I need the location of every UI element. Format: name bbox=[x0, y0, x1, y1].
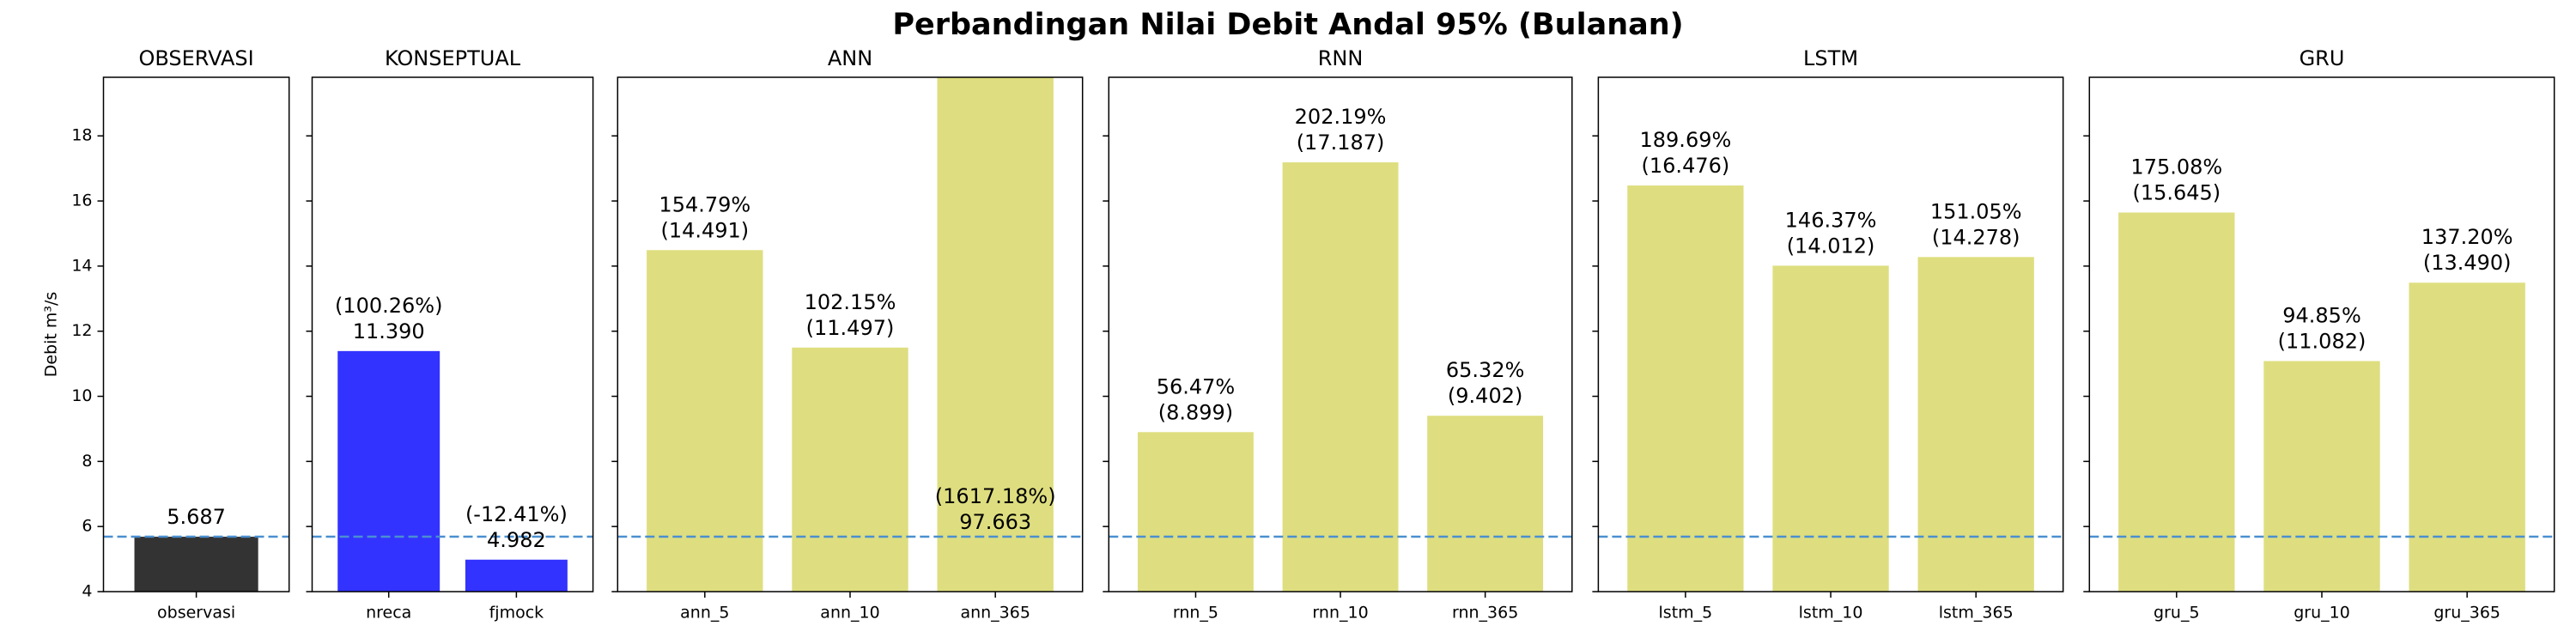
value-label: 11.390 bbox=[353, 319, 425, 343]
panel bbox=[1598, 185, 2063, 592]
value-label: (14.012) bbox=[1787, 234, 1875, 258]
bar bbox=[1772, 265, 1889, 592]
panel-title: KONSEPTUAL bbox=[385, 46, 521, 70]
bar bbox=[134, 537, 258, 592]
percent-label: 94.85% bbox=[2282, 304, 2361, 328]
bar bbox=[1427, 416, 1544, 592]
percent-label: (-12.41%) bbox=[465, 502, 568, 526]
x-tick-label: gru_5 bbox=[2154, 604, 2200, 623]
panel-frame bbox=[2088, 76, 2555, 592]
bar bbox=[937, 77, 1054, 592]
value-label: 97.663 bbox=[959, 510, 1031, 534]
panel-title: RNN bbox=[1318, 46, 1364, 70]
x-tick-label: rnn_365 bbox=[1452, 604, 1518, 623]
y-axis-label: Debit m³/s bbox=[42, 292, 61, 378]
panel bbox=[617, 77, 1083, 592]
percent-label: (100.26%) bbox=[335, 294, 443, 318]
x-tick-label: ann_365 bbox=[960, 604, 1030, 623]
value-label: (16.476) bbox=[1642, 154, 1730, 178]
x-tick-label: observasi bbox=[157, 604, 235, 623]
bar bbox=[1282, 162, 1399, 592]
panel bbox=[103, 535, 289, 592]
x-tick-label: lstm_10 bbox=[1799, 604, 1863, 623]
x-tick-label: rnn_10 bbox=[1312, 604, 1368, 623]
x-tick-label: gru_365 bbox=[2433, 604, 2500, 623]
percent-label: 202.19% bbox=[1295, 105, 1387, 129]
value-label: (11.082) bbox=[2278, 330, 2366, 354]
panel-frame bbox=[1108, 76, 1573, 592]
y-tick-label: 12 bbox=[71, 321, 92, 340]
bar bbox=[1627, 185, 1744, 592]
panel-frame bbox=[311, 76, 594, 592]
y-tick-label: 16 bbox=[71, 191, 92, 210]
x-tick-label: gru_10 bbox=[2293, 604, 2350, 623]
x-tick-label: lstm_365 bbox=[1939, 604, 2014, 623]
percent-label: 56.47% bbox=[1157, 374, 1236, 398]
x-tick-label: nreca bbox=[366, 604, 411, 623]
x-tick-label: ann_5 bbox=[680, 604, 729, 623]
bar bbox=[647, 250, 763, 592]
value-label: (14.278) bbox=[1932, 225, 2020, 249]
bar bbox=[792, 347, 908, 592]
value-label: (17.187) bbox=[1297, 131, 1385, 155]
value-label: 4.982 bbox=[487, 528, 546, 552]
bar bbox=[1917, 257, 2034, 592]
panel bbox=[1109, 162, 1572, 592]
percent-label: 154.79% bbox=[659, 192, 750, 216]
x-tick-label: lstm_5 bbox=[1659, 604, 1713, 623]
value-label: (8.899) bbox=[1158, 400, 1233, 424]
panel-title: ANN bbox=[828, 46, 872, 70]
percent-label: (1617.18%) bbox=[935, 484, 1056, 508]
y-tick-label: 4 bbox=[82, 582, 92, 601]
panel-frame bbox=[1597, 76, 2064, 592]
panel bbox=[312, 350, 593, 592]
y-tick-label: 8 bbox=[82, 452, 92, 471]
percent-label: 189.69% bbox=[1640, 128, 1732, 152]
value-label: (14.491) bbox=[660, 218, 749, 242]
bar bbox=[465, 559, 568, 592]
y-tick-label: 6 bbox=[82, 517, 92, 536]
panel-frame bbox=[102, 76, 290, 592]
chart-title: Perbandingan Nilai Debit Andal 95% (Bula… bbox=[892, 8, 1683, 42]
panel-title: GRU bbox=[2300, 46, 2345, 70]
bar bbox=[2263, 361, 2380, 592]
x-tick-label: rnn_5 bbox=[1173, 604, 1218, 623]
percent-label: 146.37% bbox=[1785, 208, 1877, 232]
percent-label: 102.15% bbox=[805, 290, 896, 314]
panel-frame bbox=[617, 76, 1084, 592]
bar bbox=[2409, 283, 2525, 592]
panel bbox=[2089, 212, 2555, 592]
bar bbox=[1138, 432, 1254, 592]
value-label: (11.497) bbox=[806, 316, 895, 340]
value-label: (9.402) bbox=[1448, 384, 1522, 408]
percent-label: 175.08% bbox=[2130, 155, 2222, 179]
value-label: (13.490) bbox=[2423, 251, 2512, 275]
y-tick-label: 18 bbox=[71, 126, 92, 145]
percent-label: 65.32% bbox=[1446, 358, 1525, 382]
value-label: (15.645) bbox=[2132, 181, 2221, 205]
panel-title: LSTM bbox=[1803, 46, 1858, 70]
bar bbox=[2118, 212, 2235, 592]
x-tick-label: ann_10 bbox=[820, 604, 879, 623]
panel-title: OBSERVASI bbox=[138, 46, 253, 70]
percent-label: 151.05% bbox=[1930, 199, 2022, 223]
y-tick-label: 14 bbox=[71, 256, 92, 275]
value-label: 5.687 bbox=[167, 505, 226, 529]
y-tick-label: 10 bbox=[71, 386, 92, 405]
bar bbox=[337, 350, 440, 592]
x-tick-label: fjmock bbox=[489, 604, 544, 623]
percent-label: 137.20% bbox=[2421, 225, 2513, 249]
